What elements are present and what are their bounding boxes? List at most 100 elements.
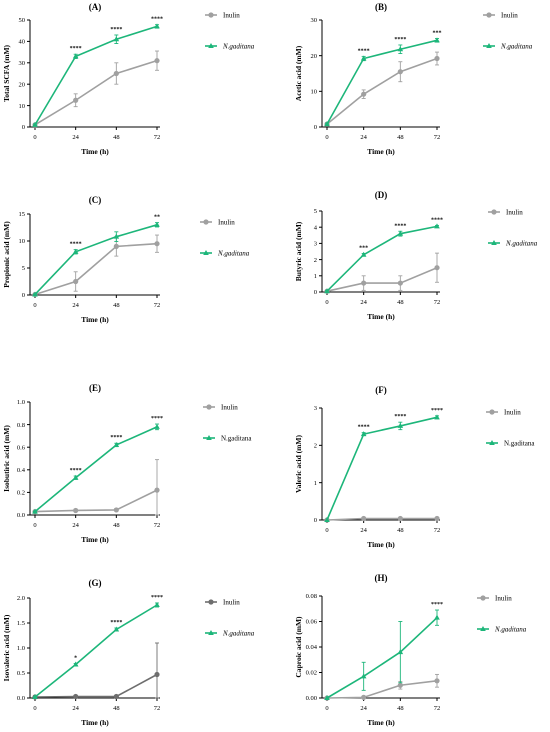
panel-5: (E) 0.0 0.2 0.4 0.6 0.8 1.0 0 24 48 72 Time (h) Isob…: [2, 383, 252, 544]
data-point: [434, 265, 440, 271]
data-point: [32, 694, 38, 699]
y-tick-label: 0: [314, 517, 317, 524]
data-point: [72, 248, 79, 254]
significance-label: ****: [358, 48, 370, 54]
data-point: [397, 422, 404, 428]
legend-marker: [480, 595, 486, 601]
series-ngaditana: [324, 414, 440, 522]
legend-entry: Inulin: [483, 12, 518, 20]
y-tick-label: 0.5: [17, 670, 25, 677]
legend-marker: [206, 435, 212, 440]
data-point: [154, 423, 160, 429]
data-point: [361, 515, 367, 522]
series-inulin: [32, 459, 160, 516]
data-point: [434, 37, 440, 43]
data-point: [360, 55, 367, 61]
y-tick-label: 1: [314, 273, 317, 280]
data-point: [72, 53, 79, 59]
x-tick-label: 24: [72, 705, 79, 712]
y-tick-label: 5: [22, 265, 25, 272]
data-point: [113, 233, 120, 239]
panel-6: (F) 0 1 2 3 0 24 48 72 Time (h) Valeric acid (mM) I…: [294, 385, 535, 549]
data-point: [360, 431, 367, 437]
legend-marker: [489, 409, 495, 415]
significance-label: ****: [151, 17, 163, 23]
series-line: [34, 673, 158, 698]
data-point: [113, 243, 119, 249]
data-point: [434, 223, 440, 229]
data-point: [360, 673, 367, 679]
y-tick-label: 50: [19, 17, 26, 24]
y-tick-label: 40: [19, 39, 26, 46]
y-tick-label: 10: [19, 103, 26, 110]
y-tick-label: 20: [19, 81, 26, 88]
data-point: [32, 291, 38, 297]
data-point: [434, 614, 440, 620]
panel-7: (G) 0.0 0.5 1.0 1.5 2.0 0 24 48 72 Time (h) Isovale…: [2, 578, 255, 727]
x-tick-label: 72: [154, 134, 161, 141]
legend-label: N.gaditana: [222, 43, 255, 51]
y-tick-label: 0.00: [306, 695, 317, 702]
panel-2: (B) 0 10 20 30 0 24 48 72 Time (h) Acetic acid (mM…: [294, 2, 533, 156]
x-tick-label: 24: [72, 134, 79, 141]
data-point: [73, 507, 79, 514]
series-inulin: [324, 252, 440, 294]
legend-label: Inulin: [223, 12, 240, 20]
legend-label: Inulin: [221, 404, 238, 412]
legend-entry: Inulin: [205, 12, 240, 20]
panel-title: (F): [375, 385, 387, 395]
series-ngaditana: [32, 423, 160, 514]
panel-title: (H): [375, 573, 388, 583]
significance-label: ****: [70, 46, 82, 52]
x-axis-title: Time (h): [367, 540, 395, 549]
y-axis-title: Isovaleric acid (mM): [2, 614, 11, 681]
series-ngaditana: [32, 23, 160, 127]
data-point: [154, 221, 160, 227]
significance-label: ***: [433, 31, 442, 37]
data-point: [397, 515, 403, 522]
legend-label: Inulin: [504, 409, 521, 417]
y-tick-label: 1.0: [17, 399, 25, 406]
y-tick-label: 0.4: [17, 467, 26, 474]
significance-label: ****: [110, 435, 122, 441]
data-point: [397, 69, 403, 75]
series-line: [326, 266, 438, 292]
legend-entry: N.gaditana: [488, 240, 538, 248]
legend-label: N.gaditana: [500, 43, 533, 51]
legend-marker: [208, 630, 214, 635]
legend-label: N.gaditana: [222, 630, 255, 638]
data-point: [113, 441, 120, 447]
y-tick-label: 0: [314, 289, 317, 296]
panel-3: (C) 0 5 10 15 0 24 48 72 Time (h) Propionic acid (…: [2, 195, 250, 324]
panel-title: (B): [375, 2, 387, 12]
y-tick-label: 30: [311, 17, 318, 24]
data-point: [72, 661, 79, 667]
y-axis-title: Caproic acid (mM): [294, 616, 303, 678]
legend-marker: [491, 240, 497, 245]
data-point: [154, 23, 160, 29]
x-tick-label: 48: [113, 705, 120, 712]
significance-label: ****: [431, 602, 443, 608]
y-axis-title: Valeric acid (mM): [294, 434, 303, 493]
x-axis-title: Time (h): [81, 718, 109, 727]
legend-marker: [208, 43, 214, 48]
series-inulin: [32, 50, 160, 128]
legend-entry: Inulin: [486, 409, 521, 417]
x-tick-label: 0: [33, 522, 36, 529]
y-tick-label: 0.06: [306, 619, 318, 626]
y-tick-label: 15: [19, 211, 26, 218]
series-line: [34, 242, 158, 296]
x-tick-label: 48: [113, 302, 120, 309]
data-point: [113, 36, 120, 42]
legend-entry: N.gaditana: [205, 43, 255, 51]
series-line: [34, 224, 158, 296]
data-point: [154, 671, 160, 678]
y-tick-label: 0: [22, 124, 25, 131]
legend-marker: [203, 250, 209, 255]
data-point: [361, 91, 367, 97]
significance-label: ****: [70, 468, 82, 474]
data-point: [434, 55, 440, 62]
legend-entry: Inulin: [205, 599, 240, 607]
data-point: [154, 241, 160, 247]
data-point: [434, 515, 440, 522]
